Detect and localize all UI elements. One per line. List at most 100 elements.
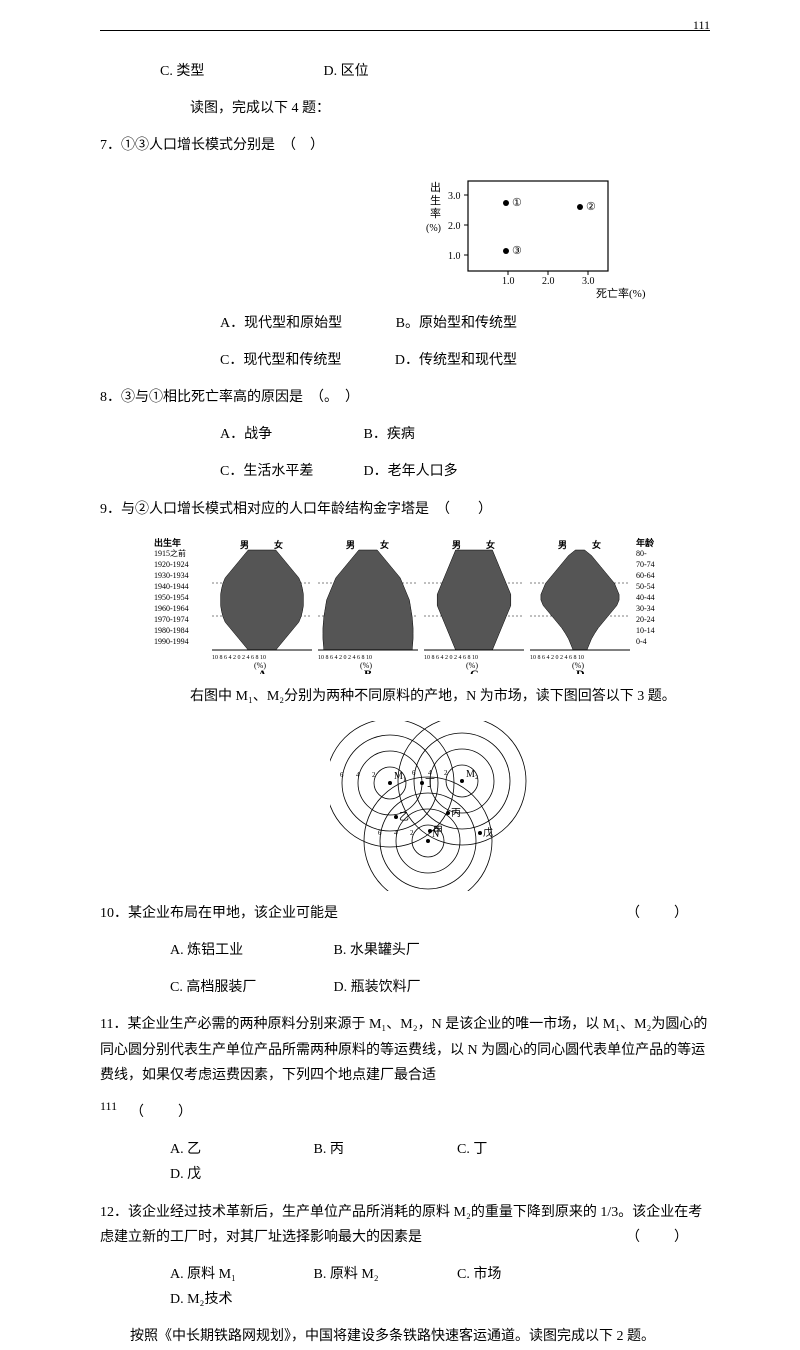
- svg-text:男: 男: [240, 540, 249, 550]
- svg-text:70-74: 70-74: [636, 560, 655, 569]
- svg-text:1915之前: 1915之前: [154, 548, 186, 558]
- svg-text:10 8 6 4 2 0 2 4 6 8 10: 10 8 6 4 2 0 2 4 6 8 10: [424, 655, 478, 661]
- ylab-4: (%): [426, 223, 441, 234]
- svg-text:4: 4: [394, 829, 398, 837]
- page-number-bottom: 111: [100, 1099, 117, 1114]
- q12-paren: （ ）: [626, 1225, 710, 1250]
- q8-d: D．老年人口多: [364, 459, 504, 484]
- svg-text:30-34: 30-34: [636, 604, 655, 613]
- xtick-3: 3.0: [582, 276, 595, 287]
- q10-d: D. 瓶装饮料厂: [334, 975, 494, 1000]
- svg-text:6: 6: [378, 829, 382, 837]
- svg-text:2: 2: [372, 771, 376, 779]
- svg-text:60-64: 60-64: [636, 571, 655, 580]
- q7-row-cd: C．现代型和传统型 D．传统型和现代型: [100, 348, 710, 373]
- svg-text:4: 4: [356, 771, 360, 779]
- svg-text:出生年: 出生年: [154, 537, 181, 548]
- svg-text:1920-1924: 1920-1924: [154, 560, 189, 569]
- q12-d: D. M₂技术: [170, 1287, 310, 1312]
- q8-a: A．战争: [220, 422, 360, 447]
- q10-c: C. 高档服装厂: [170, 975, 330, 1000]
- svg-text:男: 男: [346, 540, 355, 550]
- q10-b: B. 水果罐头厂: [334, 938, 494, 963]
- svg-text:1930-1934: 1930-1934: [154, 571, 189, 580]
- q12-b: B. 原料 M₂: [314, 1262, 454, 1287]
- q12-stem: 12．该企业经过技术革新后，生产单位产品所消耗的原料 M₂的重量下降到原来的 1…: [100, 1205, 702, 1245]
- opt-c: C. 类型: [160, 59, 320, 84]
- q12-a: A. 原料 M₁: [170, 1262, 310, 1287]
- svg-text:6: 6: [412, 769, 416, 777]
- q10-line: 10．某企业布局在甲地，该企业可能是 （ ）: [100, 901, 710, 926]
- svg-text:M₁: M₁: [394, 771, 406, 782]
- q11-b: B. 丙: [314, 1137, 454, 1162]
- svg-text:20-24: 20-24: [636, 615, 655, 624]
- xtick-1: 1.0: [502, 276, 515, 287]
- q7-row-ab: A．现代型和原始型 B。原始型和传统型: [100, 311, 710, 336]
- q8-row-cd: C．生活水平差 D．老年人口多: [100, 459, 710, 484]
- svg-text:10-14: 10-14: [636, 626, 655, 635]
- svg-text:男: 男: [558, 540, 567, 550]
- svg-text:乙: 乙: [399, 811, 409, 823]
- svg-text:0-4: 0-4: [636, 637, 647, 646]
- svg-text:女: 女: [592, 539, 601, 550]
- svg-text:D: D: [576, 667, 585, 674]
- q-prev-options-cd: C. 类型 D. 区位: [100, 59, 710, 84]
- q10-a: A. 炼铝工业: [170, 938, 330, 963]
- q11-d: D. 戊: [170, 1162, 310, 1187]
- svg-text:1950-1954: 1950-1954: [154, 593, 189, 602]
- q8-row-ab: A．战争 B．疾病: [100, 422, 710, 447]
- svg-text:2: 2: [444, 769, 448, 777]
- q9-stem: 9．与②人口增长模式相对应的人口年龄结构金字塔是 （ ）: [100, 497, 710, 522]
- xlab: 死亡率(%): [596, 286, 646, 300]
- pyramid-panel: 出生年1915之前 1920-1924 1930-1934 1940-1944 1950…: [150, 534, 710, 674]
- scatter-chart: 出 生 率 (%) 3.0 2.0 1.0 1.0 2.0 3.0 死亡率(%)…: [420, 171, 710, 301]
- svg-text:丁: 丁: [425, 778, 435, 789]
- svg-text:③: ③: [512, 245, 522, 257]
- q12-row: A. 原料 M₁ B. 原料 M₂ C. 市场 D. M₂技术: [100, 1262, 710, 1312]
- instruction-3q: 右图中 M₁、M₂分别为两种不同原料的产地，N 为市场，读下图回答以下 3 题。: [100, 684, 710, 709]
- q11-c: C. 丁: [457, 1137, 597, 1162]
- svg-text:丙: 丙: [451, 808, 461, 819]
- q8-stem: 8．③与①相比死亡率高的原因是 （。 ）: [100, 385, 710, 410]
- xtick-2: 2.0: [542, 276, 555, 287]
- svg-text:1940-1944: 1940-1944: [154, 582, 189, 591]
- svg-text:10 8 6 4 2 0 2 4 6 8 10: 10 8 6 4 2 0 2 4 6 8 10: [212, 655, 266, 661]
- opt-d: D. 区位: [324, 59, 484, 84]
- svg-text:4: 4: [428, 769, 432, 777]
- svg-text:2: 2: [410, 829, 414, 837]
- q7-b: B。原始型和传统型: [396, 311, 517, 336]
- svg-text:M₂: M₂: [466, 769, 478, 780]
- q10-stem: 10．某企业布局在甲地，该企业可能是: [100, 906, 338, 921]
- svg-text:年龄: 年龄: [636, 537, 655, 548]
- q12-c: C. 市场: [457, 1262, 597, 1287]
- q8-b: B．疾病: [364, 422, 504, 447]
- q7-stem: 7．①③人口增长模式分别是 （ ）: [100, 133, 710, 158]
- svg-text:②: ②: [586, 201, 596, 213]
- ylab-3: 率: [430, 206, 441, 220]
- svg-text:甲: 甲: [433, 826, 443, 837]
- svg-text:1970-1974: 1970-1974: [154, 615, 189, 624]
- q10-row-cd: C. 高档服装厂 D. 瓶装饮料厂: [100, 975, 710, 1000]
- ylab-1: 出: [430, 180, 441, 194]
- q11-row: A. 乙 B. 丙 C. 丁 D. 戊: [100, 1137, 710, 1187]
- svg-text:10 8 6 4 2 0 2 4 6 8 10: 10 8 6 4 2 0 2 4 6 8 10: [530, 655, 584, 661]
- page-number-top: 111: [693, 18, 710, 33]
- svg-text:女: 女: [486, 539, 495, 550]
- svg-text:C: C: [470, 667, 479, 674]
- q11-paren: （ ）: [130, 1105, 194, 1120]
- q11-a: A. 乙: [170, 1137, 310, 1162]
- instruction-4q: 读图，完成以下 4 题：: [100, 96, 710, 121]
- svg-text:A: A: [258, 667, 267, 674]
- svg-text:1960-1964: 1960-1964: [154, 604, 189, 613]
- q7-a: A．现代型和原始型: [220, 311, 342, 336]
- svg-text:80-: 80-: [636, 549, 647, 558]
- q12-block: 12．该企业经过技术革新后，生产单位产品所消耗的原料 M₂的重量下降到原来的 1…: [100, 1200, 710, 1250]
- q7-d: D．传统型和现代型: [395, 348, 517, 373]
- top-rule: [100, 30, 710, 31]
- svg-text:10 8 6 4 2 0 2 4 6 8 10: 10 8 6 4 2 0 2 4 6 8 10: [318, 655, 372, 661]
- svg-text:B: B: [364, 667, 372, 674]
- q8-c: C．生活水平差: [220, 459, 360, 484]
- q11-stem: 11．某企业生产必需的两种原料分别来源于 M₁、M₂，N 是该企业的唯一市场，以…: [100, 1017, 707, 1082]
- svg-text:50-54: 50-54: [636, 582, 655, 591]
- instruction-2q: 按照《中长期铁路网规划》，中国将建设多条铁路快速客运通道。读图完成以下 2 题。: [100, 1324, 710, 1349]
